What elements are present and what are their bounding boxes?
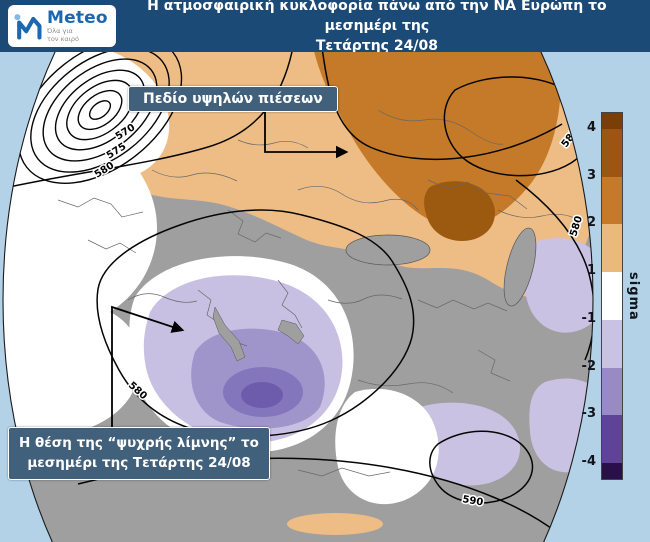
colorbar-tick: -4	[581, 454, 596, 469]
annotation-cold-pool-line1: Η θέση της “ψυχρής λίμνης” το	[19, 435, 259, 451]
colorbar-tick: 2	[586, 215, 596, 230]
black-sea	[345, 234, 431, 266]
cold-pool-core	[241, 382, 283, 408]
anomaly-map-canvas: 570 575 580 585 580 580 590	[0, 52, 650, 542]
annotation-arrows	[111, 112, 349, 427]
colorbar-tick: 1	[586, 263, 596, 278]
header: Meteo Όλα για τον καιρό Η ατμοσφαιρική κ…	[0, 0, 650, 54]
colorbar-segment	[602, 224, 622, 273]
contour-580-loop	[96, 209, 415, 438]
colorbar-segment	[602, 319, 622, 368]
contour-label: 590	[461, 494, 484, 508]
title-line-1: Η ατμοσφαιρική κυκλοφορία πάνω από την Ν…	[147, 0, 607, 34]
title-line-2: Τετάρτης 24/08	[315, 38, 438, 55]
globe: 570 575 580 585 580 580 590	[3, 52, 593, 542]
contour-590-loop	[429, 430, 534, 504]
logo-brand: Meteo	[47, 8, 108, 28]
colorbar-segment	[602, 415, 622, 464]
colorbar-tick: 3	[586, 168, 596, 183]
colorbar-unit-label: sigma	[626, 272, 641, 321]
map-area: 570 575 580 585 580 580 590 Πεδίο υψηλών…	[0, 52, 650, 542]
region-positive-3sigma	[424, 181, 495, 241]
annotation-cold-pool-line2: μεσημέρι της Τετάρτης 24/08	[27, 455, 251, 472]
region-negative-southeast	[410, 402, 521, 486]
page-title: Η ατμοσφαιρική κυκλοφορία πάνω από την Ν…	[116, 0, 642, 56]
colorbar-segment	[602, 129, 622, 177]
region-positive-2sigma	[290, 52, 561, 228]
colorbar-segment	[602, 176, 622, 225]
meteo-m-icon	[14, 14, 42, 40]
greece-landmass	[277, 319, 305, 345]
colorbar-segment	[602, 113, 622, 129]
high-pressure-arrow	[264, 112, 349, 159]
colorbar-tick: -2	[581, 359, 596, 374]
cold-pool-arrow	[111, 305, 185, 427]
colorbar-tick: -3	[581, 406, 596, 421]
colorbar	[601, 112, 623, 480]
contour-585-loop	[443, 76, 593, 177]
annotation-high-pressure: Πεδίο υψηλών πιέσεων	[128, 86, 338, 112]
country-borders	[57, 109, 581, 477]
region-positive-south	[287, 513, 383, 535]
region-neutral-south	[335, 388, 439, 505]
region-neutral-west	[3, 110, 157, 435]
meteo-logo[interactable]: Meteo Όλα για τον καιρό	[8, 5, 116, 47]
colorbar-tick: -1	[581, 311, 596, 326]
globe-rim	[2, 52, 594, 542]
region-negative-east	[523, 238, 593, 333]
colorbar-segment	[602, 367, 622, 416]
colorbar-tick: 4	[586, 120, 596, 135]
colorbar-segment	[602, 463, 622, 480]
logo-tagline-line2: τον καιρό	[47, 34, 80, 43]
colorbar-segment	[602, 272, 622, 320]
italy-landmass	[212, 306, 246, 362]
annotation-cold-pool: Η θέση της “ψυχρής λίμνης” το μεσημέρι τ…	[8, 427, 270, 480]
logo-tagline-line1: Όλα για	[47, 27, 73, 35]
caspian-sea	[503, 227, 537, 307]
